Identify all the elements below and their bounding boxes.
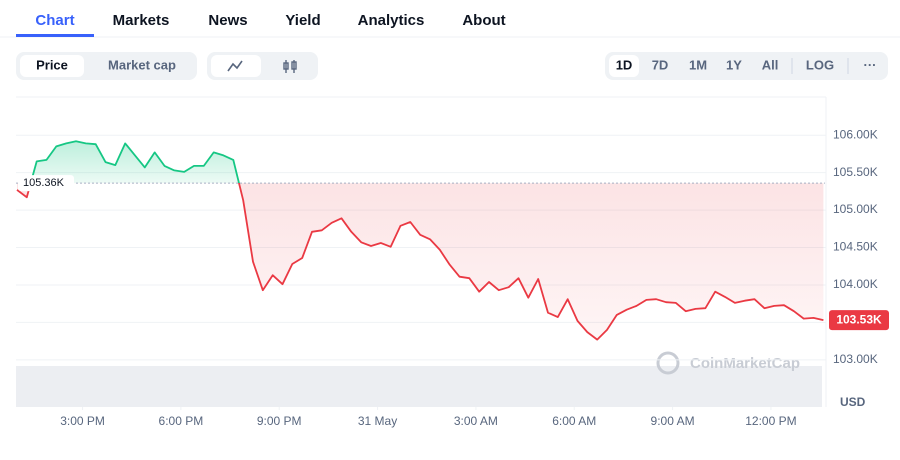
x-tick-label: 6:00 AM bbox=[552, 414, 596, 428]
y-tick-label: 103.00K bbox=[833, 352, 878, 366]
y-tick-label: 105.50K bbox=[833, 165, 878, 179]
log-button[interactable]: LOG bbox=[806, 57, 834, 72]
y-tick-label: 104.50K bbox=[833, 240, 878, 254]
x-tick-label: 3:00 PM bbox=[60, 414, 105, 428]
plot bbox=[16, 96, 827, 407]
tab-underline bbox=[16, 34, 94, 37]
reference-badge bbox=[18, 175, 74, 192]
y-tick-label: 106.00K bbox=[833, 127, 878, 141]
range-option[interactable]: 7D bbox=[652, 57, 669, 72]
x-tick-label: 9:00 PM bbox=[257, 414, 302, 428]
line-icon[interactable] bbox=[227, 60, 243, 72]
last-price-label: 103.53K bbox=[836, 312, 882, 326]
x-tick-label: 31 May bbox=[358, 414, 397, 428]
nav-tab[interactable]: Analytics bbox=[358, 12, 425, 29]
metric-active bbox=[20, 55, 84, 77]
reference-label: 105.36K bbox=[23, 177, 65, 189]
watermark: CoinMarketCap bbox=[690, 355, 800, 372]
area-down bbox=[17, 183, 824, 340]
nav-tab[interactable]: News bbox=[208, 12, 247, 29]
x-tick-label: 12:00 PM bbox=[745, 414, 796, 428]
range-option[interactable]: 1M bbox=[689, 57, 707, 72]
x-tick-label: 6:00 PM bbox=[159, 414, 204, 428]
nav-tab[interactable]: Markets bbox=[113, 12, 170, 29]
y-tick-label: 104.00K bbox=[833, 277, 878, 291]
range-active bbox=[609, 55, 639, 77]
last-price-tag bbox=[829, 310, 889, 331]
range-toggle bbox=[605, 52, 888, 80]
more-button[interactable]: ··· bbox=[864, 57, 877, 72]
candle-icon[interactable] bbox=[283, 60, 297, 73]
area-up bbox=[17, 141, 824, 184]
watermark-logo bbox=[656, 351, 680, 375]
x-tick-label: 3:00 AM bbox=[454, 414, 498, 428]
y-tick-label: 105.00K bbox=[833, 202, 878, 216]
price-line bbox=[16, 140, 824, 341]
metric-option[interactable]: Market cap bbox=[108, 57, 176, 72]
currency-label: USD bbox=[840, 395, 866, 409]
metric-option[interactable]: Price bbox=[36, 57, 68, 72]
nav-tab[interactable]: Yield bbox=[285, 12, 320, 29]
x-tick-label: 9:00 AM bbox=[651, 414, 695, 428]
nav-tab[interactable]: Chart bbox=[35, 12, 74, 29]
nav-tab[interactable]: About bbox=[462, 12, 505, 29]
range-option[interactable]: 1Y bbox=[726, 57, 742, 72]
volume-band bbox=[16, 366, 822, 407]
range-option[interactable]: 1D bbox=[616, 57, 633, 72]
range-option[interactable]: All bbox=[762, 57, 779, 72]
